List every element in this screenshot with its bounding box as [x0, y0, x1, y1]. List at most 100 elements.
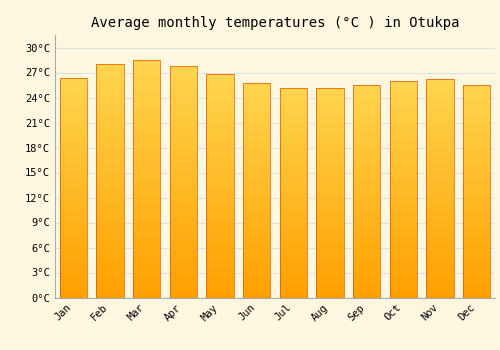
Bar: [280, 187, 307, 188]
Bar: [243, 87, 270, 88]
Bar: [463, 258, 490, 259]
Bar: [463, 209, 490, 210]
Bar: [280, 267, 307, 268]
Bar: [60, 97, 87, 98]
Bar: [206, 185, 234, 186]
Bar: [426, 90, 454, 91]
Bar: [463, 118, 490, 119]
Bar: [243, 220, 270, 221]
Bar: [316, 114, 344, 115]
Bar: [390, 279, 417, 280]
Bar: [353, 159, 380, 160]
Bar: [463, 214, 490, 215]
Bar: [426, 114, 454, 115]
Bar: [206, 98, 234, 99]
Bar: [280, 133, 307, 134]
Bar: [426, 103, 454, 104]
Bar: [133, 179, 160, 180]
Bar: [316, 216, 344, 217]
Bar: [133, 222, 160, 223]
Bar: [243, 171, 270, 172]
Bar: [243, 105, 270, 106]
Bar: [170, 184, 197, 185]
Bar: [206, 265, 234, 266]
Bar: [280, 195, 307, 196]
Bar: [243, 137, 270, 138]
Bar: [170, 111, 197, 112]
Bar: [243, 100, 270, 101]
Bar: [353, 115, 380, 116]
Bar: [426, 258, 454, 259]
Bar: [353, 206, 380, 207]
Bar: [390, 156, 417, 157]
Bar: [390, 223, 417, 224]
Bar: [426, 203, 454, 204]
Bar: [316, 232, 344, 233]
Bar: [133, 83, 160, 84]
Bar: [353, 180, 380, 181]
Bar: [170, 163, 197, 164]
Bar: [133, 270, 160, 271]
Bar: [390, 189, 417, 190]
Bar: [206, 119, 234, 120]
Bar: [133, 189, 160, 191]
Bar: [206, 97, 234, 98]
Bar: [353, 90, 380, 91]
Bar: [353, 239, 380, 240]
Bar: [133, 256, 160, 257]
Bar: [316, 172, 344, 173]
Bar: [243, 131, 270, 132]
Bar: [390, 292, 417, 293]
Bar: [316, 165, 344, 166]
Bar: [96, 141, 124, 142]
Bar: [96, 98, 124, 99]
Bar: [316, 234, 344, 236]
Bar: [426, 164, 454, 166]
Bar: [96, 250, 124, 251]
Bar: [60, 289, 87, 290]
Bar: [170, 159, 197, 160]
Bar: [60, 234, 87, 235]
Bar: [243, 119, 270, 120]
Bar: [243, 272, 270, 273]
Bar: [60, 168, 87, 169]
Bar: [206, 88, 234, 89]
Bar: [463, 101, 490, 102]
Bar: [133, 140, 160, 141]
Bar: [316, 251, 344, 252]
Bar: [426, 117, 454, 118]
Bar: [206, 232, 234, 233]
Bar: [316, 179, 344, 180]
Bar: [463, 186, 490, 187]
Bar: [353, 267, 380, 268]
Bar: [280, 120, 307, 121]
Bar: [170, 225, 197, 226]
Bar: [206, 80, 234, 81]
Bar: [280, 232, 307, 233]
Bar: [426, 132, 454, 133]
Bar: [316, 227, 344, 228]
Bar: [60, 153, 87, 154]
Bar: [353, 195, 380, 196]
Bar: [60, 194, 87, 195]
Bar: [133, 230, 160, 231]
Bar: [280, 150, 307, 152]
Bar: [353, 131, 380, 132]
Bar: [133, 182, 160, 183]
Bar: [170, 200, 197, 201]
Bar: [243, 83, 270, 298]
Bar: [390, 100, 417, 101]
Bar: [280, 152, 307, 153]
Bar: [133, 62, 160, 64]
Bar: [280, 224, 307, 225]
Bar: [206, 194, 234, 195]
Bar: [316, 174, 344, 175]
Bar: [463, 133, 490, 134]
Bar: [426, 131, 454, 132]
Bar: [390, 214, 417, 215]
Bar: [133, 161, 160, 162]
Bar: [60, 204, 87, 205]
Bar: [463, 125, 490, 126]
Bar: [390, 255, 417, 256]
Bar: [206, 168, 234, 169]
